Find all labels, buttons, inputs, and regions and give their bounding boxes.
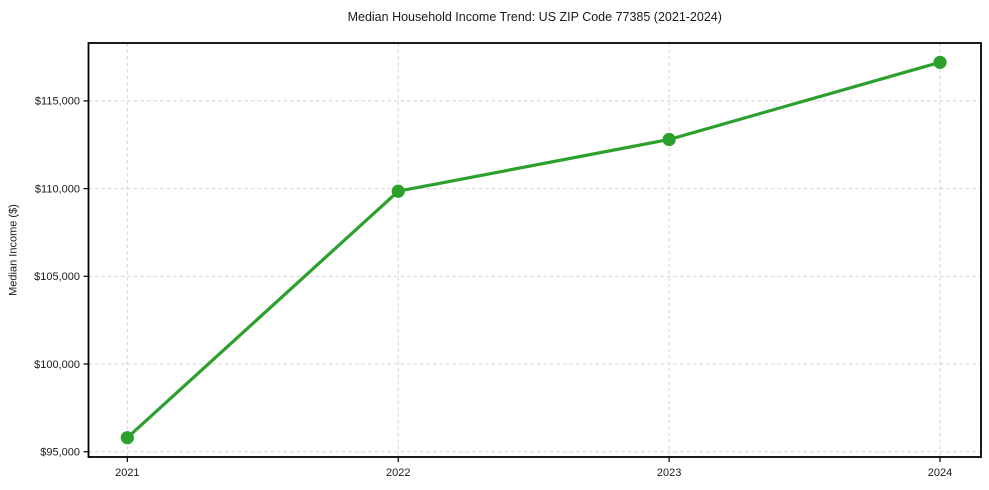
x-tick-label: 2022 [386,467,410,479]
grid-layer [88,43,981,457]
plot-border [87,42,982,458]
x-tick-label: 2021 [115,467,139,479]
y-tick-label: $110,000 [35,183,80,195]
series-layer [120,55,947,445]
data-point-2021 [120,431,134,445]
y-tick-label: $115,000 [35,96,80,108]
data-point-2022 [391,184,405,198]
x-tick-label: 2024 [928,467,952,479]
y-tick-label: $95,000 [40,447,80,459]
y-axis-label: Median Income ($) [8,204,20,296]
axis-layer [87,42,982,458]
tick-layer: $95,000 $100,000 $105,000 $110,000 $115,000 2… [34,96,952,479]
chart-title: Median Household Income Trend: US ZIP Co… [348,10,722,24]
x-tick-label: 2023 [657,467,681,479]
data-point-2024 [933,55,947,69]
income-line [125,60,942,440]
data-point-2023 [662,132,676,147]
y-tick-label: $100,000 [34,359,80,371]
y-tick-label: $105,000 [34,271,80,283]
